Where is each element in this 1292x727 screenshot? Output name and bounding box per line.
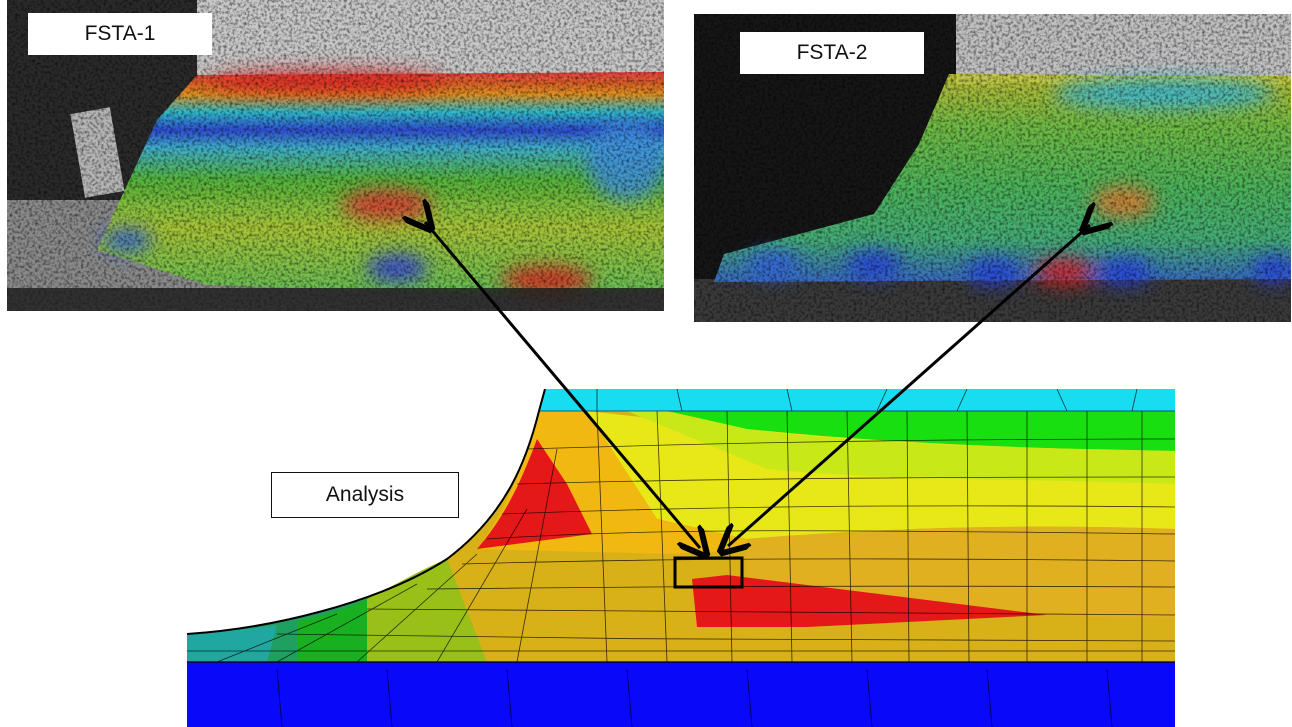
fsta2-label: FSTA-2 [740,32,924,74]
fem-analysis-contour [187,389,1175,727]
fem-base-region [187,662,1175,727]
fsta1-label: FSTA-1 [28,13,212,55]
analysis-label: Analysis [271,472,459,518]
fem-interior-peak [692,575,1047,627]
fem-top-strip [539,389,1175,411]
